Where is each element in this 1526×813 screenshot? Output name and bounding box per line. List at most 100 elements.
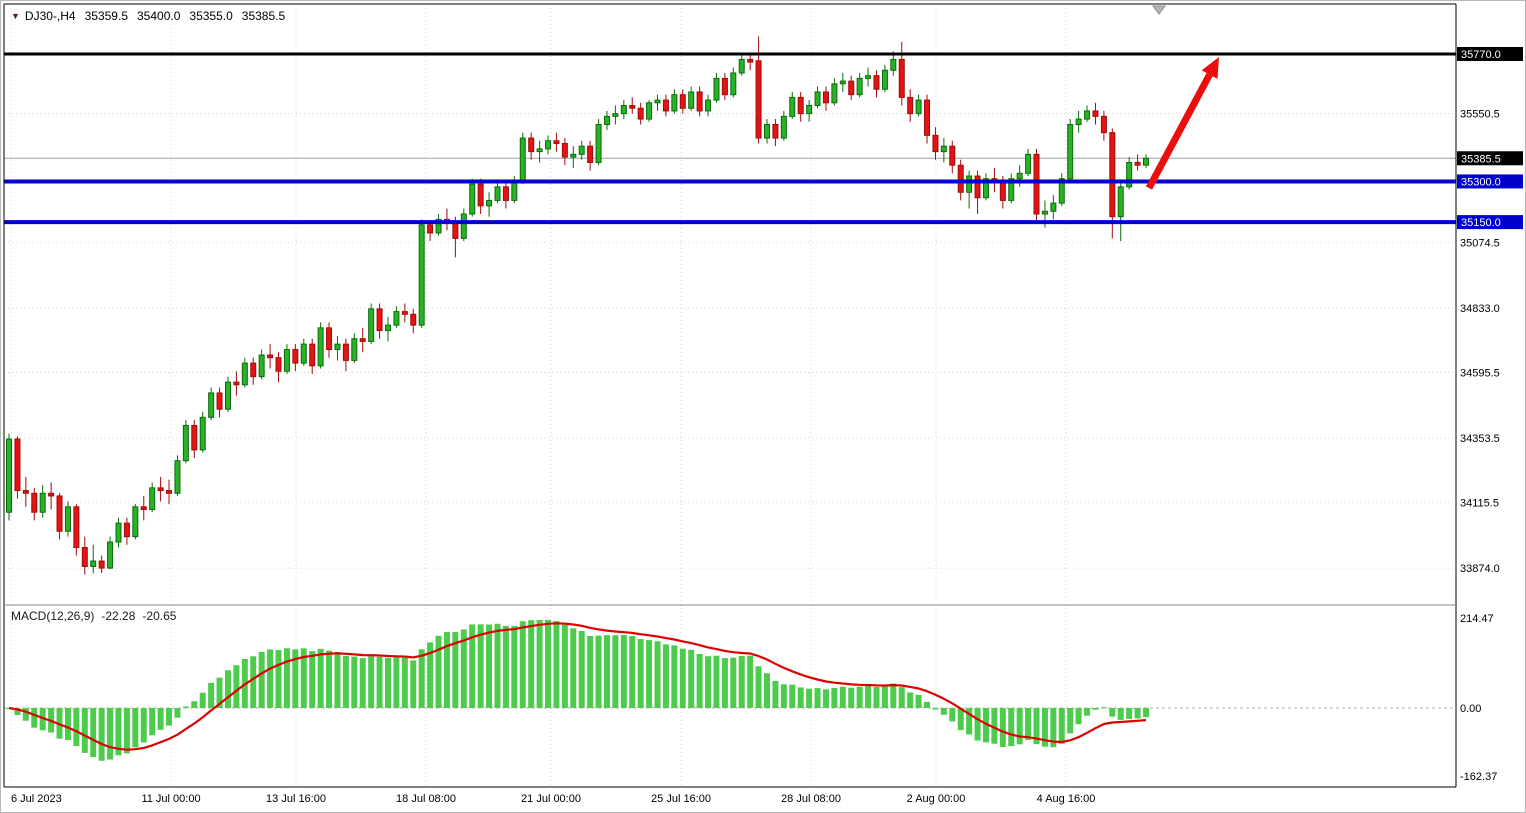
candle-body [1092, 110, 1099, 117]
time-axis-label: 4 Aug 16:00 [1037, 793, 1096, 805]
macd-histogram-bar [22, 708, 29, 721]
candle-body [671, 94, 678, 112]
macd-histogram-bar [932, 708, 939, 710]
candle-body [519, 137, 526, 182]
candle-body [166, 490, 173, 494]
candle-body [679, 94, 686, 109]
candle-body [612, 113, 619, 117]
candle-body [637, 107, 644, 120]
candle-body [22, 490, 29, 494]
macd-histogram-bar [494, 623, 501, 708]
candle-body [115, 522, 122, 543]
price-badge-label: 35150.0 [1461, 217, 1501, 229]
symbol-dropdown-icon[interactable]: ▼ [11, 11, 20, 21]
macd-histogram-bar [342, 655, 349, 708]
macd-histogram-bar [14, 708, 21, 715]
chart-shift-marker-icon[interactable] [1152, 5, 1166, 15]
macd-histogram-bar [721, 658, 728, 708]
candle-body [267, 354, 274, 359]
candle-body [814, 91, 821, 107]
candle-body [334, 343, 341, 351]
candle-body [182, 424, 189, 462]
macd-histogram-bar [182, 706, 189, 708]
time-axis-label: 6 Jul 2023 [11, 793, 62, 805]
macd-histogram-bar [789, 684, 796, 708]
macd-histogram-bar [1109, 708, 1116, 717]
macd-histogram-bar [216, 677, 223, 708]
candle-body [140, 506, 147, 511]
candle-body [1143, 157, 1149, 166]
candle-body [452, 221, 459, 239]
macd-histogram-bar [780, 684, 787, 708]
macd-signal-value: -20.65 [142, 609, 177, 623]
trend-arrow-head[interactable] [1201, 57, 1219, 79]
macd-histogram-bar [410, 660, 417, 708]
macd-histogram-bar [359, 658, 366, 708]
candle-body [393, 311, 400, 326]
candle-body [300, 343, 307, 364]
macd-histogram-bar [1092, 708, 1099, 710]
bar-close-value: 35385.5 [241, 9, 286, 23]
candle-body [224, 381, 231, 410]
macd-histogram-bar [224, 670, 231, 708]
macd-histogram-bar [199, 692, 206, 708]
macd-axis-label: 214.47 [1460, 613, 1494, 625]
price-badge [1457, 151, 1523, 166]
macd-histogram-bar [898, 687, 905, 708]
macd-histogram-bar [1033, 708, 1040, 745]
candle-body [494, 186, 501, 201]
candle-body [755, 60, 762, 139]
candle-body [309, 343, 316, 367]
symbol-timeframe-label: DJ30-,H4 [24, 9, 76, 23]
candle-body [654, 99, 661, 104]
macd-histogram-bar [275, 650, 282, 708]
macd-histogram-bar [957, 708, 964, 731]
macd-histogram-bar [890, 683, 897, 708]
macd-histogram-bar [31, 708, 38, 728]
candle-body [662, 99, 669, 112]
candle-body [747, 58, 754, 63]
macd-histogram-bar [1075, 708, 1082, 725]
trend-arrow-line[interactable] [1145, 72, 1213, 190]
macd-histogram-bar [545, 619, 552, 708]
macd-histogram-bar [115, 708, 122, 756]
macd-histogram-bar [250, 656, 257, 708]
time-axis-label: 18 Jul 08:00 [396, 793, 456, 805]
candle-body [940, 145, 947, 153]
candle-body [865, 75, 872, 79]
macd-histogram-bar [1126, 708, 1133, 719]
macd-histogram-bar [1067, 708, 1074, 734]
bar-low-value: 35355.0 [189, 9, 233, 23]
macd-histogram-bar [460, 629, 467, 708]
macd-main-value: -22.28 [101, 609, 136, 623]
candle-body [1084, 110, 1091, 120]
macd-histogram-bar [469, 624, 476, 708]
macd-histogram-bar [561, 624, 568, 708]
macd-histogram-bar [940, 708, 947, 715]
candle-body [1033, 153, 1040, 215]
candle-body [898, 58, 905, 98]
candle-body [368, 308, 375, 342]
candle-body [595, 123, 602, 163]
candle-body [957, 164, 964, 193]
candle-body [477, 183, 484, 207]
macd-histogram-bar [191, 701, 198, 708]
candle-body [208, 392, 215, 418]
macd-histogram-bar [1041, 708, 1048, 747]
candle-body [233, 381, 240, 386]
macd-histogram-bar [865, 685, 872, 708]
candle-body [418, 224, 425, 326]
candle-body [603, 115, 610, 125]
macd-histogram-bar [477, 624, 484, 708]
candle-body [241, 362, 248, 386]
candle-body [705, 99, 712, 112]
macd-axis-label: -162.37 [1460, 771, 1497, 783]
bar-open-value: 35359.5 [84, 9, 128, 23]
macd-histogram-bar [107, 708, 114, 760]
macd-histogram-bar [502, 625, 509, 708]
macd-histogram-bar [1117, 708, 1124, 720]
time-axis-label: 25 Jul 16:00 [651, 793, 711, 805]
candle-body [999, 180, 1006, 201]
candle-body [713, 77, 720, 101]
